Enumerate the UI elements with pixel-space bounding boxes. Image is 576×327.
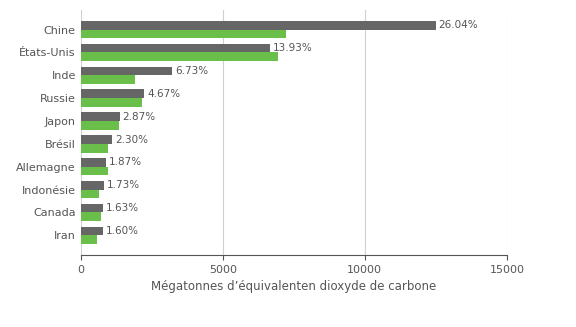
Bar: [81, 213, 101, 221]
Bar: [81, 67, 172, 75]
Bar: [81, 135, 112, 144]
Text: 2.30%: 2.30%: [115, 134, 148, 145]
Bar: [81, 98, 142, 107]
Bar: [81, 30, 286, 38]
X-axis label: Mégatonnes d’équivalenten dioxyde de carbone: Mégatonnes d’équivalenten dioxyde de car…: [151, 280, 437, 293]
Bar: [81, 52, 278, 61]
Text: 1.73%: 1.73%: [107, 180, 140, 190]
Bar: [81, 167, 108, 175]
Bar: [81, 158, 106, 167]
Text: 1.60%: 1.60%: [105, 226, 138, 236]
Text: 2.87%: 2.87%: [123, 112, 156, 122]
Bar: [81, 181, 104, 190]
Bar: [81, 190, 99, 198]
Text: 13.93%: 13.93%: [272, 43, 312, 53]
Text: 26.04%: 26.04%: [439, 20, 478, 30]
Bar: [81, 21, 436, 30]
Bar: [81, 90, 145, 98]
Bar: [81, 75, 135, 84]
Bar: [81, 235, 97, 244]
Text: 4.67%: 4.67%: [147, 89, 180, 99]
Bar: [81, 121, 119, 130]
Bar: [81, 44, 270, 52]
Bar: [81, 112, 120, 121]
Bar: [81, 144, 108, 152]
Text: 1.63%: 1.63%: [106, 203, 139, 213]
Bar: [81, 227, 103, 235]
Text: 6.73%: 6.73%: [175, 66, 209, 76]
Text: 1.87%: 1.87%: [109, 157, 142, 167]
Bar: [81, 204, 103, 213]
